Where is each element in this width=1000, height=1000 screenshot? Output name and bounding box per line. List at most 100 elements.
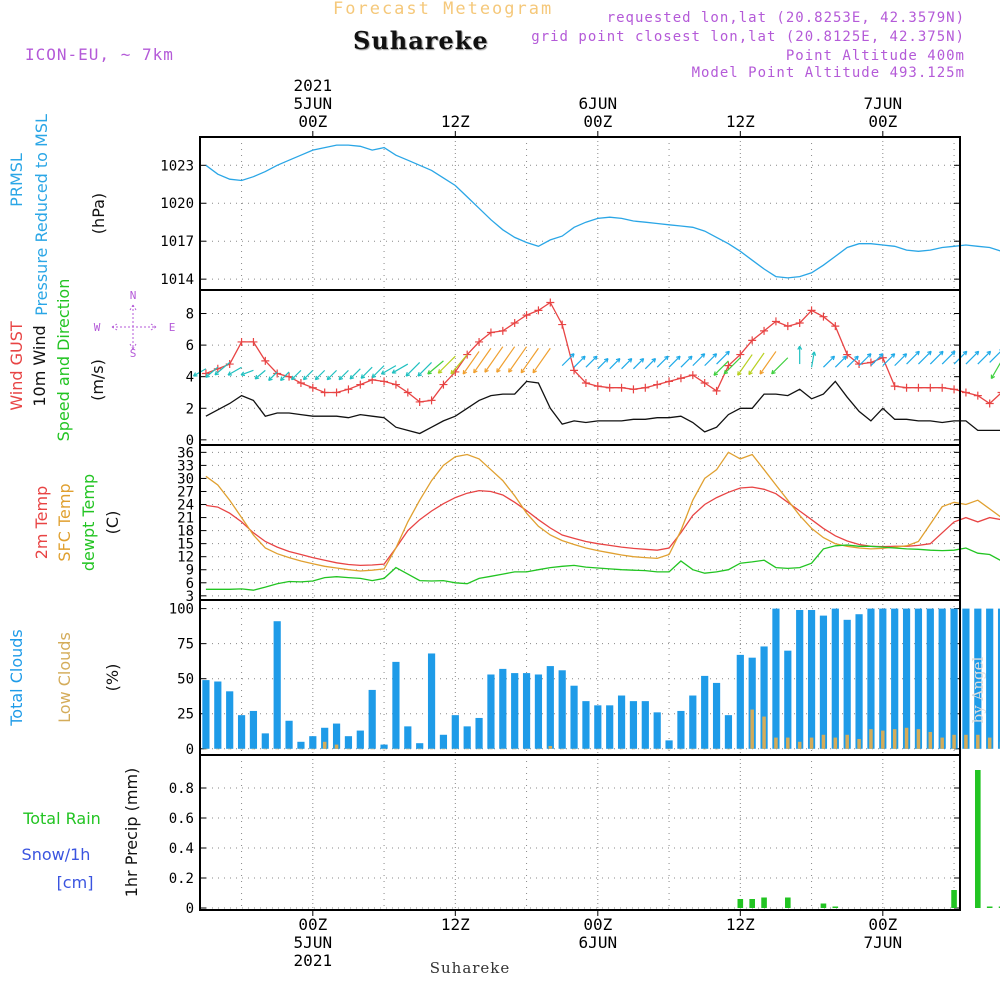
wind-arrow [303,369,314,381]
wind-arrow-head [227,371,233,376]
clouds-bar [928,731,933,749]
wind-arrow-head [214,370,220,376]
precip-bar [737,899,744,908]
precip-side-label: [cm] [57,873,94,892]
top-time-label: 00Z [868,112,897,131]
wind-arrow-head [349,374,355,380]
clouds-bar [584,748,588,750]
gust-marker [676,374,685,383]
gust-marker [700,379,709,387]
temperature-axis-label: SFC Temp [55,483,74,561]
clouds-bar [679,748,683,750]
footer-station-name: Suhareke [430,959,511,977]
gust-marker [581,379,590,387]
station-name: Suhareke [353,26,489,55]
gust-marker [795,319,804,327]
wind-arrow [450,354,468,375]
compass-arrows [111,304,157,350]
clouds-bar [916,729,921,749]
clouds-bar [750,709,754,749]
pressure-ytick-label: 1020 [160,196,194,212]
clouds-bar [392,661,400,749]
clouds-bar [263,748,268,750]
clouds-bar [701,675,709,749]
wind-arrow-head [627,358,633,363]
clouds-bar [964,734,968,749]
clouds-bar [275,748,279,750]
clouds-bar [714,748,719,750]
clouds-bar [819,615,828,749]
clouds-bar [511,673,519,749]
wind-arrow-head [192,372,198,377]
clouds-bar [214,681,222,749]
gust-marker [332,388,341,397]
clouds-bar [809,737,814,749]
clouds-bar [239,748,244,750]
gust-marker [570,366,579,375]
wind-arrow [437,355,456,374]
clouds-bar [534,674,543,749]
wind-arrow-head [508,368,513,373]
clouds-bar [370,748,374,750]
pressure-axis-label: (hPa) [89,193,108,234]
wind-arrow [704,353,717,367]
gust-marker [344,385,353,394]
pressure-line-0 [205,144,1000,279]
precip-ytick-label: 0.6 [169,811,194,827]
wind-arrow [520,347,539,374]
wind-arrow [417,362,432,377]
clouds-bar [677,710,685,749]
clouds-panel: 0 25 50 75 100 Total Clouds Low Clouds (%) [7,599,1000,758]
wind-arrow [597,358,609,370]
wind-arrow-head [592,355,598,361]
wind-arrow [326,369,337,381]
wind-arrow [894,353,907,367]
clouds-bar [821,734,826,749]
wind-arrow [656,355,669,368]
wind-arrow-head [700,353,706,358]
temperature-axis-label: 2m Temp [32,486,51,560]
clouds-bar [904,727,909,749]
gust-marker [890,382,899,391]
precip-ytick-label: 0.8 [169,781,194,797]
wind-arrow [349,368,361,380]
wind-arrow [737,354,753,376]
clouds-bar [760,646,768,749]
clouds-bar [439,734,448,749]
bottom-time-label: 7JUN [864,933,903,952]
clouds-bar [322,741,327,749]
wind-ytick-label: 0 [186,433,194,449]
gust-marker [593,382,602,391]
wind-arrow [227,366,242,376]
clouds-bar [273,621,281,749]
gust-marker [760,326,769,335]
wind-arrow [532,347,551,374]
gust-marker [249,337,258,346]
wind-arrow [508,346,528,373]
wind-arrow-head [570,353,575,358]
clouds-bar [619,748,624,750]
wind-arrow-head [878,353,884,358]
clouds-ytick-label: 0 [186,742,194,758]
top-time-label: 6JUN [579,94,618,113]
wind-arrow-head [748,370,753,376]
wind-ytick-label: 2 [186,401,194,417]
wind-arrow-head [205,373,210,378]
wind-arrow-head [676,355,681,361]
wind-arrow [427,360,444,375]
wind-arrow-head [797,345,803,350]
clouds-bar [489,748,493,750]
clouds-bar [522,673,531,749]
wind-arrow [473,347,492,374]
wind-arrow-head [280,376,285,382]
clouds-bar [940,737,944,749]
wind-arrow-head [427,370,432,375]
clouds-bar [902,608,911,749]
wind-arrow-head [496,368,501,373]
clouds-bar [216,748,220,750]
wind-arrow [205,366,219,378]
wind-compass: N S W E [94,289,176,360]
clouds-bar [596,748,600,750]
wind-arrow [240,369,254,376]
clouds-bar [237,715,246,749]
